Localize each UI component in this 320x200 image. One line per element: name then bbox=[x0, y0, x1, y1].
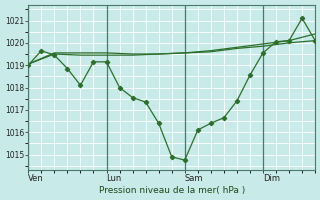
X-axis label: Pression niveau de la mer( hPa ): Pression niveau de la mer( hPa ) bbox=[99, 186, 245, 195]
